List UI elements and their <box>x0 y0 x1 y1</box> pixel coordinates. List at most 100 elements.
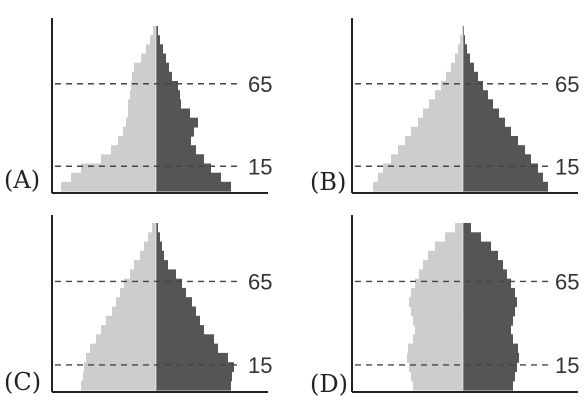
male-bar-a-age-65 <box>156 62 169 73</box>
male-bar-d-age-40 <box>463 306 515 317</box>
male-bar-a-age-80 <box>156 35 160 45</box>
female-bar-d-age-20 <box>408 343 463 354</box>
pyramid-panel-d: 65 15 (D) <box>310 215 579 398</box>
female-bar-a-age-75 <box>146 44 156 55</box>
female-bar-c-age-80 <box>148 232 156 243</box>
male-bar-a-age-5 <box>156 172 221 183</box>
male-bar-b-age-80 <box>463 35 465 45</box>
male-bar-d-age-80 <box>463 232 481 243</box>
female-bar-d-age-5 <box>411 371 463 382</box>
female-bar-d-age-45 <box>409 297 463 308</box>
female-bar-b-age-65 <box>451 62 463 73</box>
male-bar-c-age-25 <box>156 334 214 345</box>
male-bar-d-age-0 <box>463 380 513 391</box>
reference-tick-label-a-15: 15 <box>248 154 272 179</box>
female-bar-c-age-60 <box>130 269 156 280</box>
female-bar-a-age-85 <box>153 26 156 36</box>
male-bar-d-age-10 <box>463 362 517 373</box>
female-bar-c-age-15 <box>86 352 156 363</box>
male-bar-b-age-30 <box>463 126 511 137</box>
male-bar-b-age-50 <box>463 90 488 100</box>
female-bar-b-age-20 <box>398 145 463 155</box>
male-bar-b-age-60 <box>463 71 478 82</box>
female-bar-a-age-45 <box>128 99 156 110</box>
female-bar-c-age-50 <box>120 287 156 298</box>
female-bar-c-age-5 <box>83 371 156 382</box>
reference-tick-label-b-15: 15 <box>555 154 579 179</box>
pyramid-panel-b: 65 15 (B) <box>310 18 579 196</box>
female-bar-c-age-35 <box>106 315 156 326</box>
male-bar-b-age-25 <box>463 136 518 146</box>
male-bar-b-age-20 <box>463 145 525 155</box>
male-bar-a-age-25 <box>156 136 191 146</box>
female-bar-b-age-10 <box>383 163 463 174</box>
male-bar-d-age-55 <box>463 278 511 289</box>
male-bar-c-age-10 <box>156 362 234 373</box>
female-bar-d-age-0 <box>413 380 463 391</box>
panel-label-c: (C) <box>4 368 41 396</box>
reference-tick-label-c-65: 65 <box>248 269 272 294</box>
female-bar-b-age-55 <box>441 81 463 91</box>
female-bar-c-age-25 <box>96 334 156 345</box>
male-bar-d-age-50 <box>463 287 515 298</box>
female-bar-b-age-60 <box>446 71 463 82</box>
reference-tick-label-b-65: 65 <box>555 72 579 97</box>
panel-label-a: (A) <box>4 166 40 194</box>
male-bar-a-age-30 <box>156 126 194 137</box>
male-bar-c-age-40 <box>156 306 196 317</box>
female-bar-b-age-80 <box>460 35 463 45</box>
reference-tick-label-d-65: 65 <box>555 269 579 294</box>
female-bar-b-age-40 <box>423 108 463 119</box>
female-bar-c-age-85 <box>152 223 156 233</box>
female-bar-d-age-50 <box>411 287 463 298</box>
male-bar-d-age-70 <box>463 250 498 261</box>
male-bar-d-age-65 <box>463 260 503 270</box>
female-bar-b-age-15 <box>391 154 463 165</box>
female-bar-d-age-65 <box>423 260 463 270</box>
male-bar-c-age-70 <box>156 250 164 261</box>
male-bar-b-age-40 <box>463 108 499 119</box>
male-bar-c-age-5 <box>156 371 232 382</box>
female-bar-b-age-25 <box>405 136 463 146</box>
female-bar-c-age-55 <box>124 278 156 289</box>
female-bar-c-age-20 <box>90 343 156 354</box>
female-bar-a-age-50 <box>130 90 156 100</box>
male-bar-c-age-55 <box>156 278 182 289</box>
female-bar-d-age-15 <box>407 352 463 363</box>
female-bar-a-age-55 <box>131 81 156 91</box>
female-bar-a-age-80 <box>150 35 156 45</box>
male-bar-b-age-10 <box>463 163 538 174</box>
female-bar-d-age-55 <box>415 278 463 289</box>
female-bar-c-age-65 <box>134 260 156 270</box>
male-bar-d-age-35 <box>463 315 513 326</box>
female-bar-c-age-0 <box>81 380 156 391</box>
male-bar-a-age-45 <box>156 99 181 110</box>
male-bar-d-age-15 <box>463 352 519 363</box>
male-bar-c-age-85 <box>156 223 158 233</box>
female-bar-a-age-70 <box>141 53 156 64</box>
female-bar-a-age-10 <box>81 163 156 174</box>
reference-tick-label-d-15: 15 <box>555 353 579 378</box>
male-bar-d-age-45 <box>463 297 517 308</box>
male-bar-a-age-40 <box>156 108 190 119</box>
female-bar-b-age-35 <box>418 117 463 128</box>
male-bar-b-age-0 <box>463 181 548 192</box>
male-bar-c-age-50 <box>156 287 186 298</box>
female-bar-a-age-20 <box>111 145 156 155</box>
male-bar-d-age-60 <box>463 269 507 280</box>
female-bar-c-age-45 <box>116 297 156 308</box>
female-bar-a-age-40 <box>128 108 156 119</box>
panel-label-d: (D) <box>310 370 348 398</box>
male-bar-d-age-20 <box>463 343 518 354</box>
male-bar-a-age-75 <box>156 44 163 55</box>
female-bar-d-age-80 <box>445 232 463 243</box>
reference-tick-label-c-15: 15 <box>248 353 272 378</box>
male-bar-b-age-35 <box>463 117 505 128</box>
female-bar-b-age-50 <box>435 90 463 100</box>
male-bar-a-age-15 <box>156 154 204 165</box>
pyramid-panel-a: 65 15 (A) <box>4 18 272 194</box>
female-bar-d-age-60 <box>419 269 463 280</box>
female-bar-a-age-15 <box>101 154 156 165</box>
female-bar-c-age-70 <box>140 250 156 261</box>
male-bar-c-age-15 <box>156 352 228 363</box>
